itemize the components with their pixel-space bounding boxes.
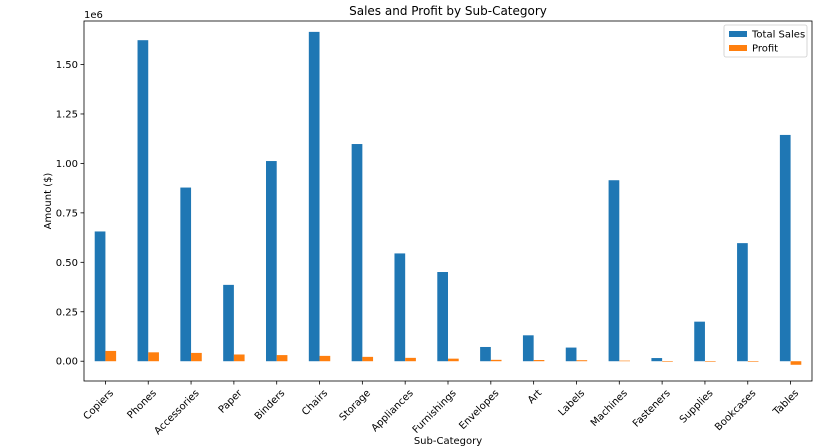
x-tick-label: Envelopes (457, 388, 501, 432)
x-tick-label: Chairs (300, 388, 330, 418)
bar-profit-copiers (105, 350, 117, 362)
x-tick-label: Copiers (82, 388, 116, 422)
bar-total-sales-supplies (694, 321, 705, 362)
x-tick-label: Machines (589, 388, 630, 429)
bar-profit-supplies (704, 361, 716, 362)
bar-total-sales-binders (266, 161, 277, 362)
bar-total-sales-bookcases (737, 243, 748, 362)
bar-total-sales-paper (223, 284, 234, 362)
legend-label-total-sales: Total Sales (751, 30, 805, 41)
y-tick-label: 0.50 (56, 258, 78, 269)
bar-total-sales-phones (137, 40, 149, 362)
y-tick-label: 0.25 (56, 307, 78, 318)
bar-profit-chairs (319, 355, 331, 362)
y-tick-label: 1.00 (56, 159, 78, 170)
bar-total-sales-envelopes (480, 346, 491, 362)
x-axis-label: Sub-Category (414, 436, 482, 447)
y-tick-label: 0.75 (56, 208, 78, 219)
x-tick-label: Tables (771, 388, 801, 418)
y-tick-label: 0.00 (56, 357, 78, 368)
bar-profit-bookcases (747, 361, 759, 362)
x-tick-label: Storage (338, 388, 373, 423)
y-tick-label: 1.50 (56, 60, 78, 71)
bar-profit-envelopes (490, 359, 502, 362)
y-tick-label: 1.25 (56, 109, 78, 120)
x-tick-label: Phones (126, 388, 159, 421)
bar-profit-labels (576, 360, 588, 362)
bar-total-sales-furnishings (437, 272, 448, 362)
plot-frame (83, 20, 813, 382)
bar-total-sales-art (522, 335, 534, 362)
bar-profit-tables (790, 361, 802, 365)
bar-profit-storage (362, 356, 374, 362)
legend-label-profit: Profit (752, 44, 778, 55)
bar-total-sales-storage (351, 144, 363, 362)
x-tick-label: Paper (217, 387, 245, 415)
x-tick-label: Fasteners (631, 388, 673, 430)
x-tick-label: Furnishings (411, 388, 459, 436)
bar-profit-art (533, 360, 545, 362)
x-tick-label: Binders (253, 388, 288, 423)
bar-total-sales-chairs (308, 31, 320, 362)
chart-title: Sales and Profit by Sub-Category (349, 4, 547, 18)
bar-profit-machines (619, 360, 630, 362)
bar-profit-paper (233, 354, 245, 362)
legend-swatch-profit (729, 45, 747, 51)
legend: Total Sales Profit (723, 24, 808, 58)
x-tick-label: Bookcases (713, 388, 758, 433)
x-tick-label: Art (526, 388, 544, 406)
bar-total-sales-fasteners (651, 358, 663, 362)
x-tick-label: Accessories (152, 388, 201, 437)
bar-total-sales-tables (779, 134, 791, 362)
bar-profit-phones (148, 352, 159, 362)
y-axis-label: Amount ($) (43, 173, 54, 230)
bar-profit-accessories (191, 352, 202, 362)
bar-total-sales-copiers (94, 231, 106, 362)
x-tick-label: Labels (557, 388, 588, 419)
bar-total-sales-accessories (180, 187, 192, 362)
x-tick-label: Supplies (678, 388, 716, 426)
bar-total-sales-appliances (394, 253, 406, 362)
bar-profit-furnishings (448, 358, 459, 362)
bar-profit-binders (276, 355, 288, 362)
bars-group (94, 31, 802, 365)
bar-total-sales-machines (608, 180, 620, 362)
bar-total-sales-labels (565, 347, 577, 362)
legend-swatch-total-sales (729, 31, 747, 37)
bar-profit-fasteners (662, 361, 673, 362)
y-axis-offset-label: 1e6 (84, 10, 103, 21)
x-tick-label: Appliances (370, 388, 416, 434)
bar-profit-appliances (405, 357, 416, 362)
